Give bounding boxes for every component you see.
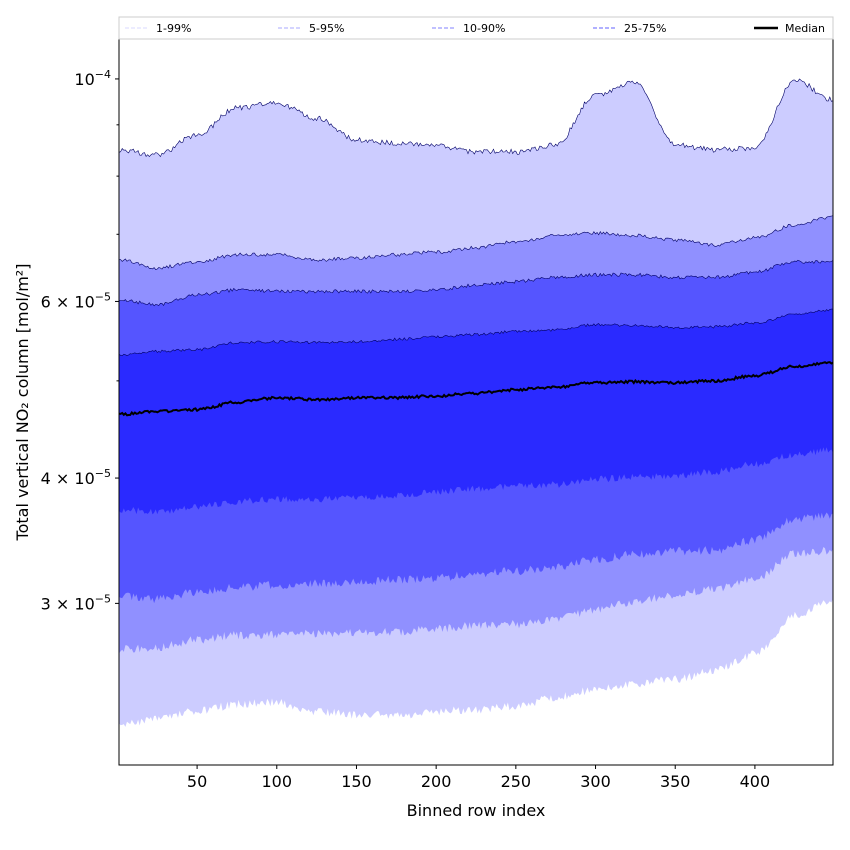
y-tick-mantissa: 3 × — [41, 594, 75, 613]
legend-label: 1-99% — [156, 22, 191, 35]
y-tick-base: 10 — [74, 469, 94, 488]
legend-label: Median — [785, 22, 825, 35]
legend-item: 10-90% — [432, 22, 505, 35]
y-tick-mantissa: 6 × — [41, 292, 75, 311]
legend: 1-99% 5-95% 10-90% 25-75% Median — [118, 16, 834, 40]
x-tick-label: 350 — [660, 772, 691, 791]
x-tick-label: 100 — [262, 772, 293, 791]
y-tick-base: 10 — [74, 292, 94, 311]
legend-label: 25-75% — [624, 22, 666, 35]
x-tick-label: 50 — [187, 772, 207, 791]
y-tick-exponent: −5 — [95, 290, 111, 303]
y-tick-mantissa: 4 × — [41, 469, 75, 488]
legend-label: 10-90% — [463, 22, 505, 35]
line-median — [118, 361, 834, 417]
x-tick-label: 150 — [341, 772, 372, 791]
percentile-lines — [118, 78, 834, 417]
line-p75 — [118, 308, 833, 357]
y-tick-base: 10 — [74, 594, 94, 613]
y-tick-label: 10−4 — [74, 68, 111, 89]
y-tick-label: 6 × 10−5 — [41, 290, 111, 311]
line-p99 — [118, 78, 834, 158]
x-axis-label: Binned row index — [407, 801, 546, 820]
x-tick-label: 300 — [580, 772, 611, 791]
legend-item: 5-95% — [278, 22, 344, 35]
legend-label: 5-95% — [309, 22, 344, 35]
y-tick-label: 4 × 10−5 — [41, 467, 111, 488]
y-tick-exponent: −5 — [95, 592, 111, 605]
y-tick-exponent: −5 — [95, 467, 111, 480]
x-tick-label: 200 — [421, 772, 452, 791]
y-tick-label: 3 × 10−5 — [41, 592, 111, 613]
x-axis: 50 100 150 200 250 300 350 400 — [187, 765, 770, 791]
percentile-bands — [119, 78, 833, 727]
line-p95 — [118, 215, 834, 270]
y-axis-label: Total vertical NO₂ column [mol/m²] — [13, 264, 32, 542]
x-tick-label: 250 — [501, 772, 532, 791]
y-tick-base: 10 — [74, 70, 94, 89]
y-tick-exponent: −4 — [95, 68, 111, 81]
line-p90 — [118, 259, 834, 307]
legend-item: Median — [754, 22, 825, 35]
legend-box — [118, 16, 834, 40]
y-axis: 10−46 × 10−54 × 10−53 × 10−5 — [41, 68, 119, 613]
band-25-75pct — [119, 309, 833, 515]
legend-item: 1-99% — [125, 22, 191, 35]
x-tick-label: 400 — [740, 772, 771, 791]
legend-item: 25-75% — [593, 22, 666, 35]
